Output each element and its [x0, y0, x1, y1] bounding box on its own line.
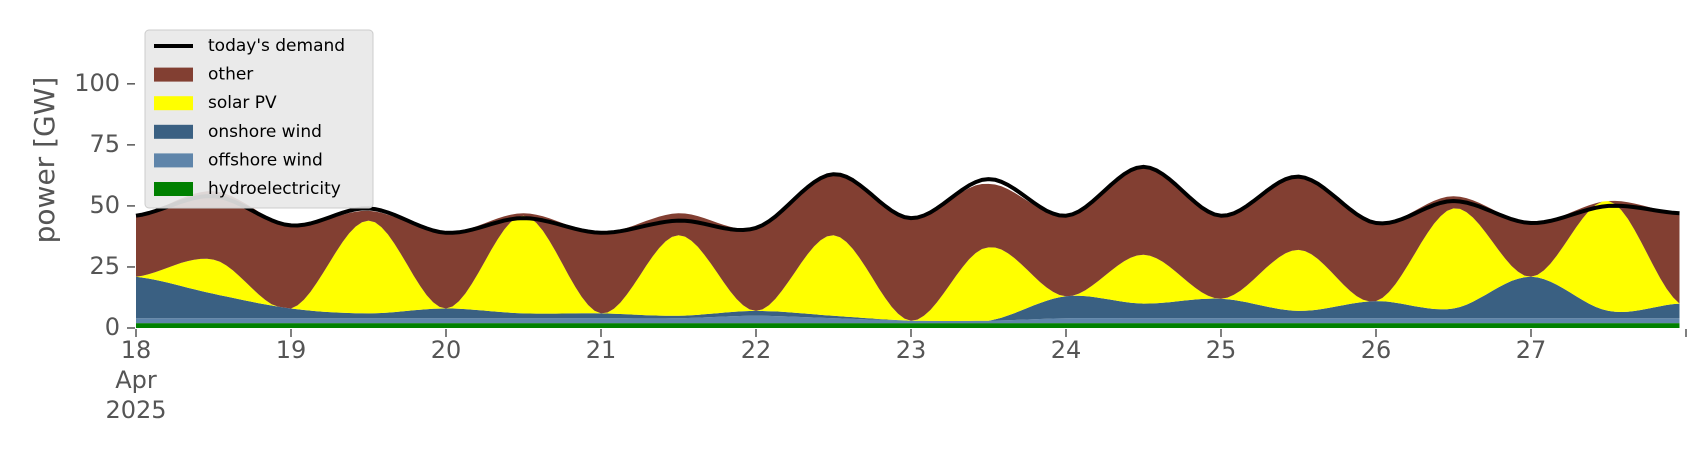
x-tick-label: 26 [1361, 336, 1392, 364]
y-tick-label: 100 [74, 69, 120, 97]
legend-swatch-hydroelectricity [154, 182, 193, 196]
x-tick-label: Apr [115, 366, 157, 394]
x-tick-label: 27 [1516, 336, 1547, 364]
demand-line-group [135, 164, 1680, 235]
legend-label-hydroelectricity: hydroelectricity [208, 179, 341, 199]
y-tick-label: 0 [105, 313, 120, 341]
x-tick-label: 22 [741, 336, 772, 364]
legend-label-offshore-wind: offshore wind [208, 150, 323, 170]
x-tick-label: 25 [1206, 336, 1237, 364]
y-tick-label: 75 [89, 130, 120, 158]
legend-label-solar-pv: solar PV [208, 93, 277, 113]
legend: today's demand other solar PV onshore wind o… [144, 29, 374, 209]
area-onshore-wind [136, 276, 1680, 321]
legend-label-onshore-wind: onshore wind [208, 122, 322, 142]
area-hydroelectricity [136, 323, 1680, 328]
y-tick-label: 50 [89, 191, 120, 219]
area-solar-pv [136, 201, 1680, 321]
legend-label-other: other [208, 65, 253, 85]
y-axis-label: power [GW] [28, 77, 61, 244]
x-tick-label: 2025 [105, 396, 166, 424]
legend-label-today-s-demand: today's demand [208, 36, 345, 56]
x-tick-label: 24 [1051, 336, 1082, 364]
stacked-areas [136, 166, 1680, 328]
area-other [136, 166, 1680, 321]
legend-box [144, 29, 374, 209]
legend-swatch-offshore-wind [154, 153, 193, 168]
x-tick-label: 20 [431, 336, 462, 364]
legend-swatch-onshore-wind [154, 124, 193, 139]
x-tick-label: 23 [896, 336, 927, 364]
x-tick-label: 21 [586, 336, 617, 364]
y-tick-label: 25 [89, 252, 120, 280]
x-tick-label: 18 [121, 336, 152, 364]
area-offshore-wind [136, 315, 1680, 324]
legend-swatch-other [154, 67, 193, 82]
legend-swatch-solar-pv [154, 96, 193, 111]
line-demand [135, 164, 1680, 235]
x-tick-label: 19 [276, 336, 307, 364]
